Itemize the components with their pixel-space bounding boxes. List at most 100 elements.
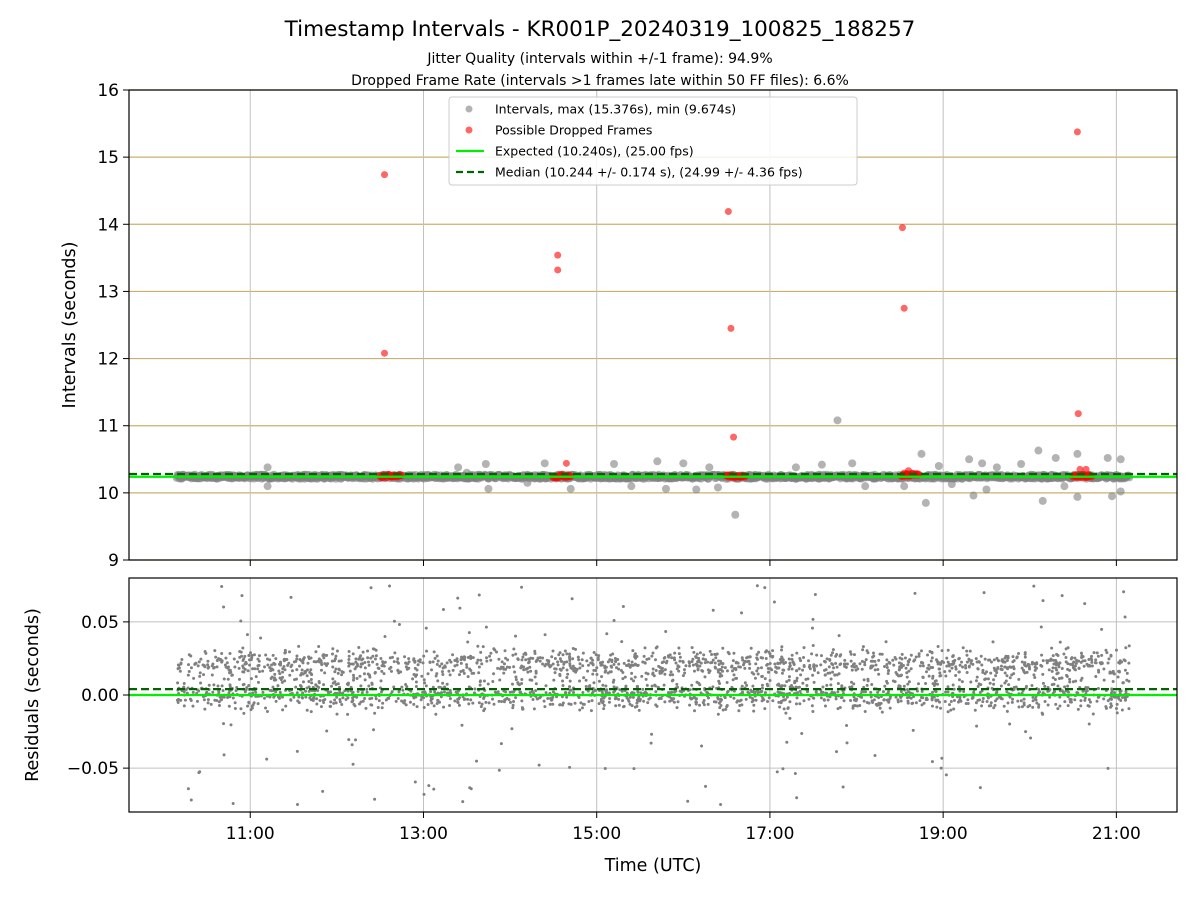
residual-point [375, 662, 379, 666]
residual-point [592, 668, 596, 672]
residual-point [520, 677, 524, 681]
residual-point [759, 666, 763, 670]
residual-point [1081, 655, 1085, 659]
residual-point [664, 661, 668, 665]
residual-point [823, 704, 827, 708]
residual-point [567, 691, 571, 695]
dropped-frame-point [381, 349, 389, 357]
residual-point [276, 684, 280, 688]
residual-point [926, 666, 930, 670]
residual-point [765, 649, 769, 653]
residual-point [1063, 685, 1067, 689]
residual-point [1022, 701, 1026, 705]
residual-point [565, 660, 569, 664]
residual-point [921, 676, 925, 680]
residual-point [414, 685, 418, 689]
residual-point [469, 656, 473, 660]
residual-point [334, 654, 338, 658]
residual-point [852, 682, 856, 686]
residual-point [233, 701, 237, 705]
residual-point [477, 671, 481, 675]
residual-point [765, 682, 769, 686]
residual-point [837, 634, 841, 638]
residual-point [845, 741, 849, 745]
residual-point [836, 707, 840, 711]
residual-point [811, 710, 815, 714]
residual-point [1005, 674, 1009, 678]
residual-point [775, 666, 779, 670]
residual-point [701, 701, 705, 705]
residual-point [261, 669, 265, 673]
residual-point [989, 671, 993, 675]
residual-point [317, 681, 321, 685]
residual-point [414, 695, 418, 699]
residual-point [209, 702, 213, 706]
residual-point [669, 670, 673, 674]
residual-point [253, 667, 257, 671]
residual-point [543, 633, 547, 637]
residual-point [1006, 701, 1010, 705]
residual-point [719, 704, 723, 708]
residual-point [877, 701, 881, 705]
interval-outlier-point [263, 482, 272, 491]
residual-point [310, 681, 314, 685]
y-axis-label-residuals: Residuals (seconds) [23, 608, 43, 782]
residual-point [346, 712, 350, 716]
residual-point [601, 699, 605, 703]
residual-point [1017, 677, 1021, 681]
residual-point [935, 659, 939, 663]
residual-point [1082, 664, 1086, 668]
residual-point [964, 666, 968, 670]
residual-point [944, 690, 948, 694]
residual-point [694, 697, 698, 701]
legend-marker-intervals [465, 105, 473, 113]
residual-point [176, 681, 180, 685]
residual-point [1024, 684, 1028, 688]
residual-point [554, 667, 558, 671]
residual-point [210, 673, 214, 677]
residual-point [787, 657, 791, 661]
residual-point [898, 667, 902, 671]
residual-point [636, 690, 640, 694]
residual-point [1009, 665, 1013, 669]
residual-point [591, 672, 595, 676]
residual-point [605, 632, 609, 636]
residual-point [424, 626, 428, 630]
residual-point [468, 667, 472, 671]
residual-point [278, 676, 282, 680]
residual-point [927, 663, 931, 667]
x-axis-label: Time (UTC) [604, 856, 702, 876]
residual-point [505, 665, 509, 669]
residual-point [885, 663, 889, 667]
residual-point [1121, 696, 1125, 700]
residual-point [1041, 712, 1045, 716]
residual-point [896, 698, 900, 702]
residual-point [1017, 652, 1021, 656]
interval-outlier-point [791, 463, 800, 472]
residual-point [281, 675, 285, 679]
residual-point [773, 662, 777, 666]
residual-point [992, 658, 996, 662]
residual-point [467, 631, 471, 635]
residual-point [628, 695, 632, 699]
residual-point [780, 648, 784, 652]
residual-point [752, 703, 756, 707]
residual-point [612, 618, 616, 622]
residual-point [613, 656, 617, 660]
residual-point [899, 673, 903, 677]
residual-point [223, 663, 227, 667]
residual-point [999, 664, 1003, 668]
residual-point [635, 701, 639, 705]
residual-point [865, 683, 869, 687]
top-ytick-label: 10 [97, 484, 119, 504]
residual-point [575, 667, 579, 671]
residual-point [309, 672, 313, 676]
residual-point [1104, 706, 1108, 710]
residual-point [755, 656, 759, 660]
residual-point [1005, 690, 1009, 694]
residual-point [213, 649, 217, 653]
residual-point [322, 683, 326, 687]
residual-point [825, 657, 829, 661]
residual-point [514, 678, 518, 682]
residual-point [943, 670, 947, 674]
